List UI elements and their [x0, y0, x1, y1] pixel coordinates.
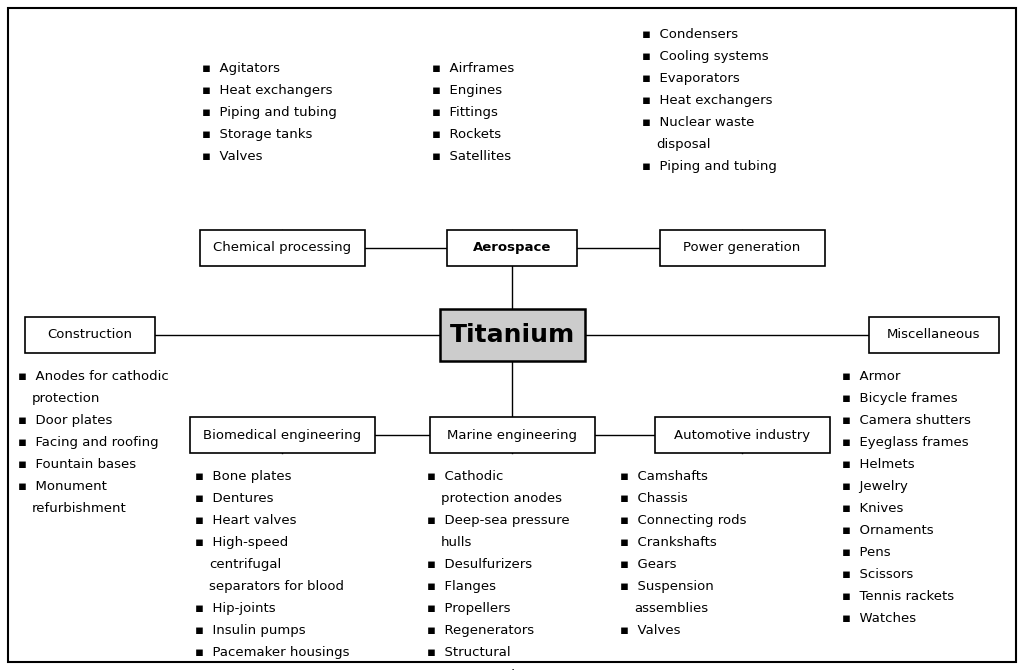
Text: ▪  Suspension: ▪ Suspension [620, 580, 714, 593]
Text: ▪  Cathodic: ▪ Cathodic [427, 470, 504, 483]
Text: ▪  Knives: ▪ Knives [842, 502, 903, 515]
Text: ▪  Bicycle frames: ▪ Bicycle frames [842, 392, 957, 405]
Text: protection: protection [32, 392, 100, 405]
Text: ▪  Facing and roofing: ▪ Facing and roofing [18, 436, 159, 449]
FancyBboxPatch shape [429, 417, 595, 453]
Text: ▪  Watches: ▪ Watches [842, 612, 916, 625]
Text: ▪  Camshafts: ▪ Camshafts [620, 470, 708, 483]
Text: ▪  Valves: ▪ Valves [202, 150, 262, 163]
Text: ▪  Jewelry: ▪ Jewelry [842, 480, 908, 493]
Text: Marine engineering: Marine engineering [447, 429, 577, 442]
Text: ▪  Condensers: ▪ Condensers [642, 28, 738, 41]
Text: components: components [441, 668, 523, 670]
Text: ▪  Dentures: ▪ Dentures [195, 492, 273, 505]
Text: ▪  Heat exchangers: ▪ Heat exchangers [202, 84, 333, 97]
Text: assemblies: assemblies [634, 602, 709, 615]
Text: ▪  Pacemaker housings: ▪ Pacemaker housings [195, 646, 349, 659]
Text: ▪  Rockets: ▪ Rockets [432, 128, 501, 141]
Text: ▪  Pens: ▪ Pens [842, 546, 891, 559]
Text: Miscellaneous: Miscellaneous [887, 328, 981, 342]
Text: Construction: Construction [47, 328, 132, 342]
Text: ▪  Nuclear waste: ▪ Nuclear waste [642, 116, 755, 129]
Text: ▪  Bone plates: ▪ Bone plates [195, 470, 292, 483]
Text: ▪  Door plates: ▪ Door plates [18, 414, 113, 427]
FancyBboxPatch shape [25, 317, 155, 353]
Text: Aerospace: Aerospace [473, 241, 551, 255]
Text: ▪  Storage tanks: ▪ Storage tanks [202, 128, 312, 141]
Text: ▪  Fountain bases: ▪ Fountain bases [18, 458, 136, 471]
FancyBboxPatch shape [439, 309, 585, 361]
Text: ▪  Anodes for cathodic: ▪ Anodes for cathodic [18, 370, 169, 383]
Text: ▪  Propellers: ▪ Propellers [427, 602, 511, 615]
Text: ▪  Satellites: ▪ Satellites [432, 150, 511, 163]
Text: refurbishment: refurbishment [32, 502, 127, 515]
Text: ▪  Evaporators: ▪ Evaporators [642, 72, 739, 85]
Text: ▪  Chassis: ▪ Chassis [620, 492, 688, 505]
Text: ▪  Eyeglass frames: ▪ Eyeglass frames [842, 436, 969, 449]
Text: ▪  Helmets: ▪ Helmets [842, 458, 914, 471]
Text: ▪  Monument: ▪ Monument [18, 480, 106, 493]
Text: ▪  Deep-sea pressure: ▪ Deep-sea pressure [427, 514, 569, 527]
Text: ▪  Hip-joints: ▪ Hip-joints [195, 602, 275, 615]
FancyBboxPatch shape [659, 230, 824, 266]
FancyBboxPatch shape [200, 230, 365, 266]
Text: protection anodes: protection anodes [441, 492, 562, 505]
Text: Automotive industry: Automotive industry [674, 429, 810, 442]
Text: Biomedical engineering: Biomedical engineering [203, 429, 361, 442]
Text: ▪  Airframes: ▪ Airframes [432, 62, 514, 75]
Text: ▪  Heart valves: ▪ Heart valves [195, 514, 297, 527]
FancyBboxPatch shape [869, 317, 999, 353]
Text: ▪  Crankshafts: ▪ Crankshafts [620, 536, 717, 549]
Text: ▪  Structural: ▪ Structural [427, 646, 511, 659]
Text: ▪  Tennis rackets: ▪ Tennis rackets [842, 590, 954, 603]
FancyBboxPatch shape [8, 8, 1016, 662]
Text: ▪  High-speed: ▪ High-speed [195, 536, 288, 549]
Text: ▪  Camera shutters: ▪ Camera shutters [842, 414, 971, 427]
Text: ▪  Flanges: ▪ Flanges [427, 580, 496, 593]
Text: ▪  Valves: ▪ Valves [620, 624, 681, 637]
Text: ▪  Engines: ▪ Engines [432, 84, 502, 97]
Text: Chemical processing: Chemical processing [213, 241, 351, 255]
Text: ▪  Connecting rods: ▪ Connecting rods [620, 514, 746, 527]
Text: ▪  Desulfurizers: ▪ Desulfurizers [427, 558, 532, 571]
Text: hulls: hulls [441, 536, 472, 549]
FancyBboxPatch shape [654, 417, 829, 453]
FancyBboxPatch shape [447, 230, 577, 266]
Text: ▪  Cooling systems: ▪ Cooling systems [642, 50, 769, 63]
Text: ▪  Piping and tubing: ▪ Piping and tubing [642, 160, 777, 173]
Text: ▪  Agitators: ▪ Agitators [202, 62, 280, 75]
Text: ▪  Insulin pumps: ▪ Insulin pumps [195, 624, 305, 637]
Text: Titanium: Titanium [450, 323, 574, 347]
Text: ▪  Armor: ▪ Armor [842, 370, 900, 383]
Text: ▪  Scissors: ▪ Scissors [842, 568, 913, 581]
Text: ▪  Heat exchangers: ▪ Heat exchangers [642, 94, 772, 107]
FancyBboxPatch shape [189, 417, 375, 453]
Text: ▪  Gears: ▪ Gears [620, 558, 677, 571]
Text: ▪  Ornaments: ▪ Ornaments [842, 524, 934, 537]
Text: Power generation: Power generation [683, 241, 801, 255]
Text: disposal: disposal [656, 138, 711, 151]
Text: ▪  Fittings: ▪ Fittings [432, 106, 498, 119]
Text: ▪  Piping and tubing: ▪ Piping and tubing [202, 106, 337, 119]
Text: separators for blood: separators for blood [209, 580, 344, 593]
Text: centrifugal: centrifugal [209, 558, 282, 571]
Text: ▪  Regenerators: ▪ Regenerators [427, 624, 535, 637]
